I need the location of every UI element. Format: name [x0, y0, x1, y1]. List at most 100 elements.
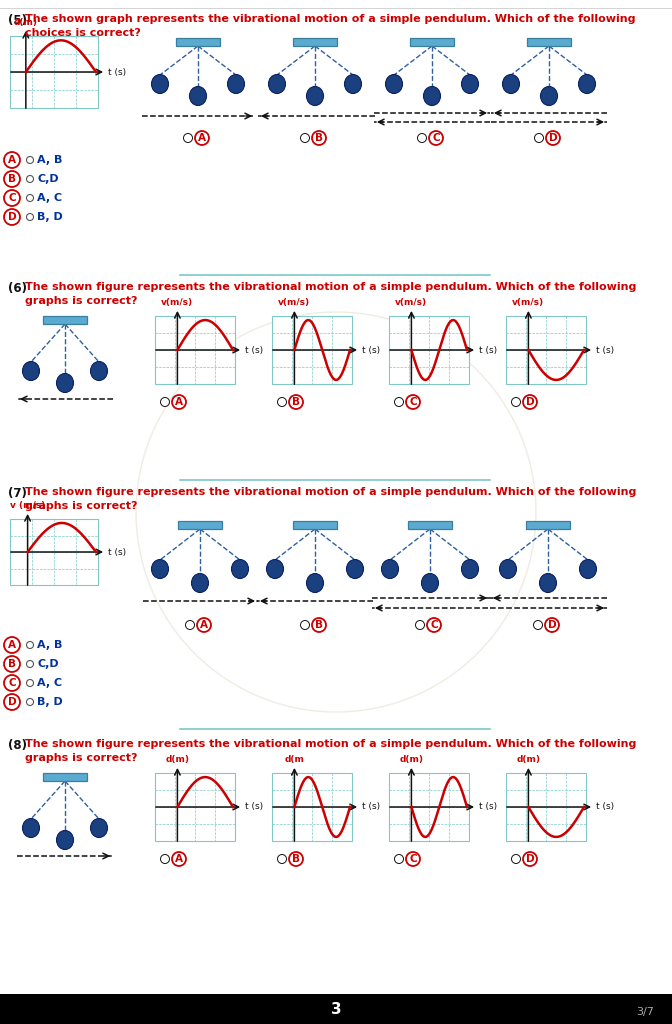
Text: graphs is correct?: graphs is correct?	[25, 296, 138, 306]
Text: graphs is correct?: graphs is correct?	[25, 753, 138, 763]
Ellipse shape	[231, 559, 249, 579]
Bar	[43, 316, 87, 324]
Text: D: D	[7, 697, 16, 707]
Ellipse shape	[267, 559, 284, 579]
Text: B: B	[315, 133, 323, 143]
Text: v(m/s): v(m/s)	[512, 298, 544, 307]
Ellipse shape	[306, 573, 323, 593]
Bar	[526, 521, 570, 529]
Ellipse shape	[22, 818, 40, 838]
Text: A, C: A, C	[37, 193, 62, 203]
Text: The shown figure represents the vibrational motion of a simple pendulum. Which o: The shown figure represents the vibratio…	[25, 487, 636, 497]
Bar	[155, 316, 235, 384]
Ellipse shape	[347, 559, 364, 579]
Ellipse shape	[579, 75, 595, 93]
Ellipse shape	[306, 86, 323, 105]
Ellipse shape	[462, 75, 478, 93]
Text: t (s): t (s)	[245, 345, 263, 354]
Text: B: B	[292, 397, 300, 407]
Bar	[178, 521, 222, 529]
Text: C,D: C,D	[37, 174, 58, 184]
Text: The shown graph represents the vibrational motion of a simple pendulum. Which of: The shown graph represents the vibration…	[25, 14, 636, 24]
Text: A: A	[8, 155, 16, 165]
Text: t (s): t (s)	[362, 345, 380, 354]
Text: graphs is correct?: graphs is correct?	[25, 501, 138, 511]
Text: C: C	[8, 193, 16, 203]
Bar	[506, 773, 586, 841]
Bar	[272, 316, 352, 384]
Text: B, D: B, D	[37, 212, 62, 222]
Bar	[293, 38, 337, 46]
Text: (6): (6)	[8, 282, 27, 295]
Ellipse shape	[190, 86, 206, 105]
Ellipse shape	[228, 75, 245, 93]
Ellipse shape	[462, 559, 478, 579]
Text: t (s): t (s)	[245, 803, 263, 811]
Bar	[408, 521, 452, 529]
Text: 3: 3	[331, 1001, 341, 1017]
Text: A: A	[175, 854, 183, 864]
Text: t (s): t (s)	[108, 68, 126, 77]
Text: C: C	[409, 854, 417, 864]
Text: (5): (5)	[8, 14, 27, 27]
Ellipse shape	[503, 75, 519, 93]
Text: C,D: C,D	[37, 659, 58, 669]
Bar	[43, 773, 87, 781]
Text: d(m): d(m)	[165, 755, 190, 764]
Text: D: D	[526, 397, 534, 407]
Text: v(m/s): v(m/s)	[161, 298, 194, 307]
Text: d(m): d(m)	[516, 755, 540, 764]
Text: v (m/s): v (m/s)	[10, 501, 45, 510]
Ellipse shape	[345, 75, 362, 93]
Text: A: A	[200, 620, 208, 630]
Text: A: A	[198, 133, 206, 143]
Ellipse shape	[421, 573, 439, 593]
Text: t (s): t (s)	[108, 548, 126, 556]
Ellipse shape	[91, 818, 108, 838]
Bar	[0, 994, 672, 1024]
Bar	[10, 36, 98, 108]
Text: C: C	[430, 620, 438, 630]
Ellipse shape	[91, 361, 108, 381]
Text: B: B	[8, 174, 16, 184]
Text: The shown figure represents the vibrational motion of a simple pendulum. Which o: The shown figure represents the vibratio…	[25, 739, 636, 749]
Text: t (s): t (s)	[596, 345, 614, 354]
Bar	[410, 38, 454, 46]
Ellipse shape	[579, 559, 597, 579]
Ellipse shape	[22, 361, 40, 381]
Text: (8): (8)	[8, 739, 27, 752]
Bar	[527, 38, 571, 46]
Text: t (s): t (s)	[479, 345, 497, 354]
Text: D: D	[548, 133, 557, 143]
Text: t (s): t (s)	[479, 803, 497, 811]
Text: C: C	[432, 133, 439, 143]
Text: A: A	[8, 640, 16, 650]
Bar	[293, 521, 337, 529]
Text: (7): (7)	[8, 487, 27, 500]
Ellipse shape	[56, 374, 73, 392]
Text: d(m): d(m)	[399, 755, 423, 764]
Ellipse shape	[192, 573, 208, 593]
Ellipse shape	[540, 573, 556, 593]
Text: C: C	[409, 397, 417, 407]
Text: v(m/s): v(m/s)	[278, 298, 310, 307]
Text: t (s): t (s)	[362, 803, 380, 811]
Ellipse shape	[56, 830, 73, 850]
Text: B: B	[292, 854, 300, 864]
Ellipse shape	[423, 86, 441, 105]
Text: B, D: B, D	[37, 697, 62, 707]
Text: choices is correct?: choices is correct?	[25, 28, 141, 38]
Text: A: A	[175, 397, 183, 407]
Text: D: D	[526, 854, 534, 864]
Bar	[389, 773, 469, 841]
Bar	[272, 773, 352, 841]
Bar	[506, 316, 586, 384]
Text: B: B	[8, 659, 16, 669]
Text: d(m): d(m)	[14, 18, 38, 27]
Text: d(m: d(m	[284, 755, 304, 764]
Text: t (s): t (s)	[596, 803, 614, 811]
Ellipse shape	[386, 75, 403, 93]
Text: 3/7: 3/7	[636, 1007, 654, 1017]
Text: A, B: A, B	[37, 640, 62, 650]
Ellipse shape	[151, 559, 169, 579]
